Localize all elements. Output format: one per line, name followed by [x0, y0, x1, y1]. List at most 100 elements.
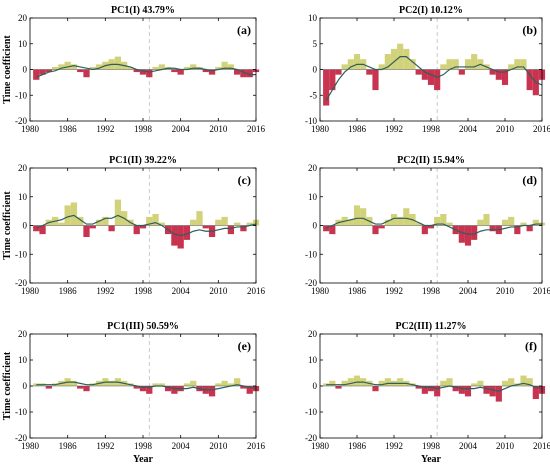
bar [133, 225, 140, 235]
bar [415, 222, 422, 226]
bar [83, 225, 90, 237]
bar [323, 69, 330, 106]
y-tick-label: 0 [23, 221, 28, 231]
bar [489, 225, 496, 232]
bar [477, 380, 484, 386]
x-tick-label: 1992 [385, 441, 403, 451]
bar [227, 383, 235, 386]
y-axis-label: Time coefficient [2, 35, 13, 104]
smooth-line [36, 381, 257, 391]
smooth-line [36, 214, 257, 237]
bar [190, 64, 197, 70]
x-tick-label: 2016 [247, 124, 266, 134]
panel-a: PC1(I) 43.79% -20 -10 0 10 20 1980 1986 1992 1998… [2, 5, 266, 134]
bar [215, 383, 222, 386]
bar [139, 386, 147, 392]
bar [526, 378, 533, 386]
bar [483, 386, 490, 394]
y-tick-label: -10 [305, 249, 317, 259]
bar [526, 225, 533, 232]
x-tick-label: 2010 [496, 441, 515, 451]
x-tick-label: 2004 [459, 441, 478, 451]
bar [246, 69, 253, 78]
x-tick-label: 2010 [209, 441, 228, 451]
x-tick-label: 2016 [247, 286, 266, 296]
bar [246, 222, 253, 226]
bar [329, 225, 336, 235]
bar [360, 208, 367, 226]
x-tick-label: 1980 [21, 441, 40, 451]
bar [221, 216, 228, 226]
bar [139, 225, 147, 229]
bar [353, 54, 361, 70]
x-tick-label: 2016 [533, 286, 550, 296]
x-tick-label: 1992 [96, 441, 114, 451]
bar [366, 69, 373, 75]
x-tick-label: 1992 [96, 124, 114, 134]
bar [108, 225, 115, 232]
x-tick-label: 1980 [311, 124, 330, 134]
bar [171, 225, 178, 246]
y-tick-label: -20 [15, 278, 27, 288]
smooth-line [325, 217, 542, 235]
bar [372, 225, 379, 235]
bar [234, 378, 241, 386]
bar [133, 69, 140, 73]
bar [397, 378, 404, 386]
bar [532, 219, 539, 226]
bar [477, 219, 484, 226]
bar [202, 225, 209, 229]
bar [372, 69, 379, 91]
bar [221, 380, 228, 386]
bar [171, 69, 178, 73]
bar [146, 386, 153, 394]
y-tick-label: 5 [313, 39, 318, 49]
y-tick-label: -20 [15, 433, 27, 443]
y-tick-label: -10 [15, 90, 27, 100]
bar [409, 59, 416, 70]
x-tick-label: 2004 [459, 286, 478, 296]
x-axis-label: Year [133, 454, 154, 465]
bar [102, 216, 109, 226]
bar [171, 386, 178, 394]
bar [495, 69, 502, 80]
x-tick-label: 1992 [385, 286, 403, 296]
bar [158, 383, 165, 386]
bar [58, 222, 65, 226]
bar [446, 222, 453, 226]
x-tick-label: 2016 [533, 441, 550, 451]
bar [471, 383, 478, 386]
x-tick-label: 2010 [496, 286, 515, 296]
bar [139, 69, 147, 75]
bar [246, 386, 253, 394]
bar [458, 386, 465, 394]
bar [532, 386, 539, 399]
bar [446, 59, 453, 70]
x-tick-label: 2004 [172, 124, 191, 134]
x-tick-label: 1986 [59, 286, 78, 296]
bar [208, 69, 216, 75]
y-tick-label: 10 [18, 39, 28, 49]
panel-title: PC1(III) 50.59% [107, 321, 179, 332]
x-tick-label: 1980 [311, 441, 330, 451]
panel-title: PC2(I) 10.12% [399, 5, 463, 16]
bar [335, 69, 342, 75]
smooth-line [326, 381, 543, 392]
x-tick-label: 1998 [134, 124, 153, 134]
bar [341, 64, 348, 70]
bar [514, 225, 521, 235]
panel-letter: (c) [238, 173, 251, 187]
bar [208, 386, 216, 397]
panel-title: PC2(III) 11.27% [395, 321, 466, 332]
bar [434, 69, 441, 91]
bar [347, 59, 354, 70]
bar [329, 380, 336, 386]
bar [335, 386, 342, 389]
bar [464, 59, 472, 70]
bar [514, 59, 521, 70]
x-tick-label: 2004 [459, 124, 478, 134]
y-tick-label: 20 [18, 329, 28, 339]
x-tick-label: 1980 [21, 124, 40, 134]
panel-c: PC1(II) 39.22% -20 -10 0 10 20 1980 1986 1992 199… [2, 155, 266, 296]
bar [520, 222, 527, 226]
